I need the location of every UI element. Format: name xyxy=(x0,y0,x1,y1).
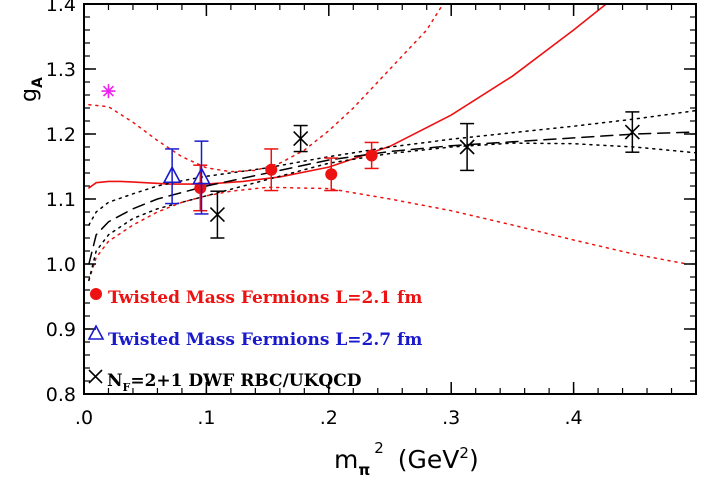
y-tick-label: 1.4 xyxy=(46,0,76,16)
x-tick-label: .3 xyxy=(442,407,460,429)
data-point-cross xyxy=(459,139,475,155)
fit-curves xyxy=(88,4,696,282)
x-tick-label: .0 xyxy=(75,407,93,429)
x-axis-title: mπ2 (GeV2) xyxy=(334,439,479,479)
data-point-triangle xyxy=(162,165,182,184)
legend-marker-cross xyxy=(88,369,103,384)
legend-marker-triangle xyxy=(87,324,105,340)
data-point-circle xyxy=(325,168,338,181)
data-point-circle xyxy=(265,163,278,176)
x-tick-label: .4 xyxy=(565,407,583,429)
solid-fit-curve xyxy=(88,4,608,189)
data-point-cross xyxy=(624,124,640,140)
plot-frame xyxy=(83,3,697,395)
legend-label: Twisted Mass Fermions L=2.1 fm xyxy=(108,288,422,308)
legend-entry-twisted-mass-l21: Twisted Mass Fermions L=2.1 fm xyxy=(90,288,422,308)
x-tick-label: .1 xyxy=(197,407,215,429)
y-tick-label: 0.8 xyxy=(46,384,76,406)
legend-entry-dwf-rbc-ukqcd: NF=2+1 DWF RBC/UKQCD xyxy=(88,369,362,394)
y-axis-title: gA xyxy=(17,77,46,102)
data-point-circle xyxy=(365,149,378,162)
data-markers xyxy=(101,84,640,239)
data-point-cross xyxy=(209,207,225,223)
x-tick-label: .2 xyxy=(320,407,338,429)
data-point-cross xyxy=(293,130,309,147)
y-tick-label: 1.0 xyxy=(46,254,76,276)
dashed-fit-curve xyxy=(88,131,696,265)
y-tick-label: 1.1 xyxy=(46,189,76,211)
dotted-fit-curve xyxy=(88,142,696,282)
dotted-fit-curve xyxy=(88,109,696,226)
legend-marker-circle xyxy=(90,288,102,300)
data-point-triangle xyxy=(192,166,211,185)
tick-labels: .0 .1 .2 .3 .4 0.8 0.9 1.0 1.1 1.2 1.3 1.4 xyxy=(46,0,583,429)
dotted-fit-curve xyxy=(88,186,685,282)
legend: Twisted Mass Fermions L=2.1 fm Twisted M… xyxy=(87,288,422,394)
legend-label: Twisted Mass Fermions L=2.7 fm xyxy=(108,330,422,350)
legend-entry-twisted-mass-l27: Twisted Mass Fermions L=2.7 fm xyxy=(87,324,422,350)
data-point-circle xyxy=(194,181,207,194)
y-tick-label: 1.3 xyxy=(46,59,76,81)
data-point-star xyxy=(101,84,116,99)
y-tick-label: 0.9 xyxy=(46,319,76,341)
legend-label: NF=2+1 DWF RBC/UKQCD xyxy=(107,371,362,394)
y-tick-label: 1.2 xyxy=(46,124,76,146)
